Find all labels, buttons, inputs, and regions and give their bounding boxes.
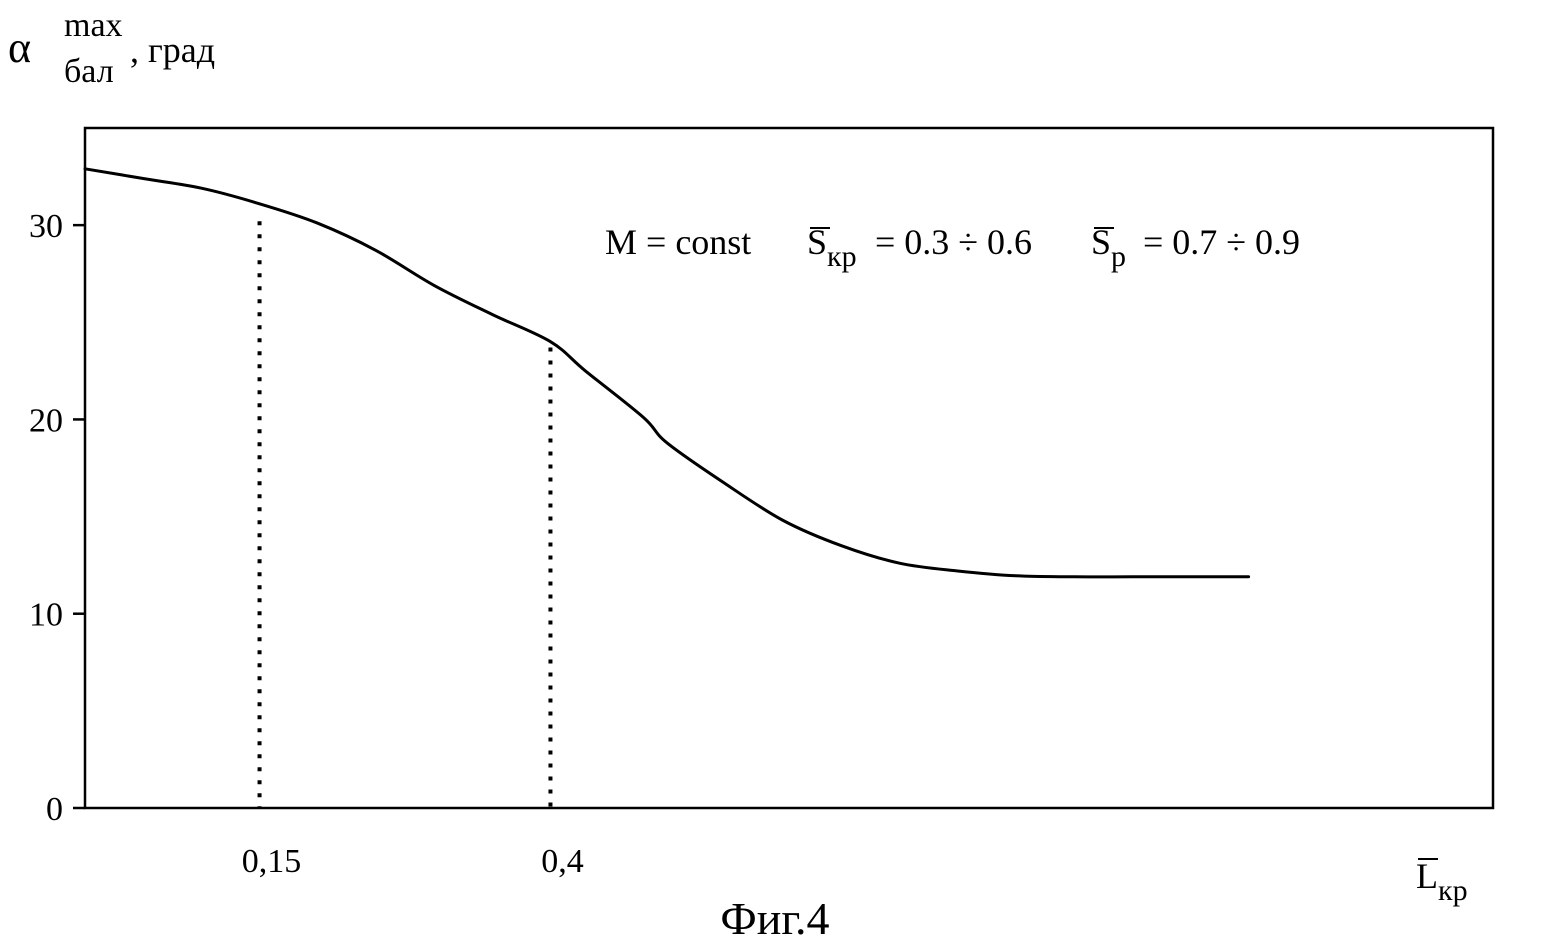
- y-axis-label: α max бал , град: [8, 7, 215, 90]
- x-tick-label: 0,15: [242, 843, 302, 880]
- x-axis-ticks: 0,15 0,4: [242, 843, 584, 880]
- reference-lines: [257, 221, 553, 808]
- annotation-s1-symbol: S: [807, 222, 827, 262]
- y-axis-label-symbol: α: [8, 23, 31, 72]
- parameter-annotation: M = const S кр = 0.3 ÷ 0.6 S р = 0.7 ÷ 0…: [605, 222, 1300, 273]
- y-axis-label-subscript: бал: [64, 53, 114, 90]
- x-axis-label: L кр: [1416, 856, 1468, 907]
- figure-caption: Фиг.4: [720, 893, 829, 944]
- y-axis-label-superscript: max: [64, 7, 123, 44]
- x-axis-label-symbol: L: [1416, 856, 1438, 896]
- plot-frame: [83, 126, 1495, 810]
- y-tick-label: 20: [29, 402, 63, 439]
- y-axis-ticks: 0 10 20 30: [29, 208, 85, 828]
- annotation-s2-symbol: S: [1091, 222, 1111, 262]
- y-axis-label-unit: , град: [130, 30, 215, 70]
- annotation-s1-subscript: кр: [827, 240, 857, 273]
- annotation-s2-subscript: р: [1111, 240, 1126, 273]
- y-tick-label: 0: [46, 791, 63, 828]
- annotation-s2-value: = 0.7 ÷ 0.9: [1134, 222, 1300, 262]
- x-tick-label: 0,4: [541, 843, 584, 880]
- y-tick-label: 30: [29, 208, 63, 245]
- x-axis-label-subscript: кр: [1438, 874, 1468, 907]
- annotation-s1-value: = 0.3 ÷ 0.6: [866, 222, 1032, 262]
- annotation-m-const: M = const: [605, 222, 751, 262]
- data-curve: [83, 167, 1251, 579]
- y-tick-label: 10: [29, 597, 63, 634]
